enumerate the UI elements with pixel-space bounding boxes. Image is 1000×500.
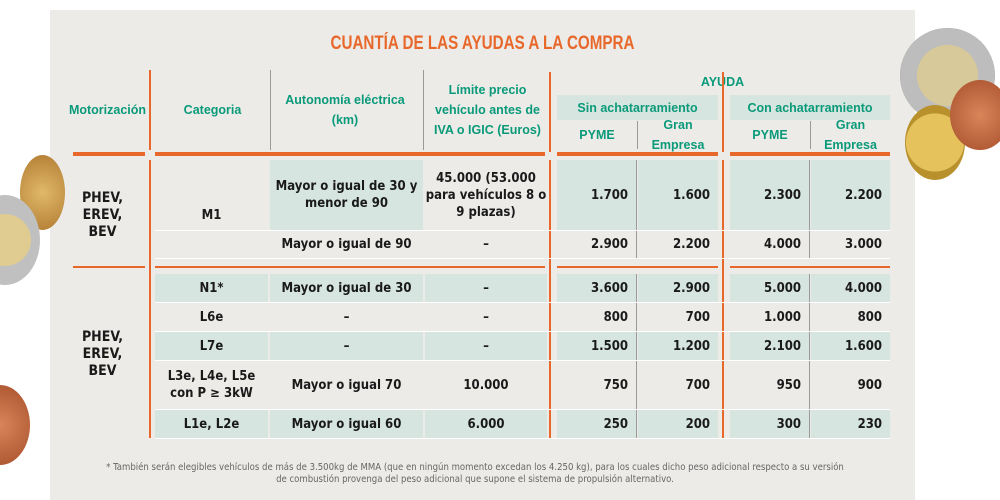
value-cell: 4.000 (730, 231, 810, 258)
categoria-cell: L7e (155, 332, 268, 360)
footnote: * También serán elegibles vehículos de m… (106, 462, 844, 485)
value-cell: 800 (857, 309, 882, 325)
divider (557, 266, 718, 268)
autonomia-cell: Mayor o igual 60 (270, 410, 423, 438)
divider (722, 72, 724, 152)
page-title: CUANTÍA DE LAS AYUDAS A LA COMPRA (330, 33, 635, 54)
divider (549, 160, 551, 272)
coin-copper (950, 80, 1000, 150)
divider (722, 272, 724, 438)
categoria-cell: L1e, L2e (155, 410, 268, 438)
value-cell: 2.100 (730, 332, 810, 360)
divider (149, 70, 151, 150)
header-autonomia: Autonomía eléctrica (km) (285, 93, 405, 127)
value-cell: 4.000 (811, 274, 890, 302)
divider (557, 152, 718, 154)
divider (149, 160, 151, 272)
limite-cell: – (483, 309, 489, 325)
autonomia-cell: Mayor o igual 70 (291, 377, 402, 393)
value-cell: 250 (557, 410, 637, 438)
header-con-gran: Gran Empresa (824, 118, 877, 152)
autonomia-cell: – (343, 309, 350, 325)
value-cell: 230 (811, 410, 890, 438)
row-divider (155, 302, 890, 303)
divider (637, 121, 638, 149)
autonomia-cell: Mayor o igual de 30 (270, 274, 423, 302)
categoria-cell: M1 (201, 207, 222, 223)
value-cell: 1.500 (557, 332, 637, 360)
autonomia-cell: Mayor o igual de 90 (281, 237, 412, 252)
divider (549, 72, 551, 152)
divider (557, 154, 718, 156)
categoria-cell: L6e (199, 309, 224, 325)
coin-left-copper (0, 385, 30, 465)
header-sin-pyme: PYME (579, 128, 615, 142)
header-sin-gran: Gran Empresa (651, 118, 705, 152)
value-cell: 2.300 (730, 160, 810, 230)
value-cell: 1.200 (638, 332, 718, 360)
limite-cell: – (425, 332, 547, 360)
divider (155, 152, 545, 154)
header-categoria: Categoria (183, 103, 242, 117)
value-cell: 1.600 (811, 332, 890, 360)
limite-cell: – (425, 274, 547, 302)
motorizacion-cell: PHEV, EREV, BEV (81, 328, 124, 379)
header-con-achatarramiento: Con achatarramiento (730, 95, 890, 120)
divider (73, 152, 145, 154)
value-cell: 700 (685, 309, 710, 325)
value-cell: 3.600 (557, 274, 637, 302)
divider (155, 154, 545, 156)
value-cell: 2.900 (557, 231, 637, 258)
value-cell: 950 (730, 361, 810, 409)
divider (730, 152, 890, 154)
value-cell: 750 (557, 361, 637, 409)
limite-cell: 6.000 (425, 410, 547, 438)
row-divider (155, 230, 890, 231)
divider (423, 70, 424, 150)
limite-cell: – (483, 237, 489, 252)
row-divider (155, 331, 890, 332)
header-limite: Límite precio vehículo antes de IVA o IG… (434, 83, 541, 137)
value-cell: 1.600 (638, 160, 718, 230)
divider (810, 121, 811, 149)
value-cell: 700 (685, 377, 710, 393)
value-cell: 1.700 (557, 160, 637, 230)
divider (730, 266, 890, 268)
row-divider (155, 438, 890, 439)
header-con-pyme: PYME (752, 128, 788, 142)
divider (73, 154, 145, 156)
value-cell: 200 (638, 410, 718, 438)
header-motorizacion: Motorización (68, 103, 147, 117)
divider (73, 266, 145, 268)
divider (730, 154, 890, 156)
divider (270, 70, 271, 150)
value-cell: 3.000 (845, 237, 882, 252)
autonomia-cell: Mayor o igual de 30 y menor de 90 (270, 160, 423, 230)
value-cell: 900 (857, 377, 882, 393)
value-cell: 2.900 (638, 274, 718, 302)
header-sin-achatarramiento: Sin achatarramiento (557, 95, 718, 120)
row-divider (155, 409, 890, 410)
divider (549, 272, 551, 438)
value-cell: 2.200 (673, 237, 710, 252)
value-cell: 2.200 (811, 160, 890, 230)
limite-cell: 45.000 (53.000 para vehículos 8 o 9 plaz… (425, 170, 547, 220)
value-cell: 800 (557, 303, 637, 331)
autonomia-cell: – (270, 332, 423, 360)
limite-cell: 10.000 (463, 377, 509, 393)
categoria-cell: N1* (155, 274, 268, 302)
value-cell: 5.000 (730, 274, 810, 302)
value-cell: 1.000 (730, 303, 810, 331)
value-cell: 300 (730, 410, 810, 438)
motorizacion-cell: PHEV, EREV, BEV (81, 189, 124, 240)
divider (149, 272, 151, 438)
row-divider (155, 258, 890, 259)
divider (155, 266, 545, 268)
categoria-cell: L3e, L4e, L5e con P ≥ 3kW (167, 369, 256, 401)
divider (722, 160, 724, 272)
row-divider (155, 360, 890, 361)
